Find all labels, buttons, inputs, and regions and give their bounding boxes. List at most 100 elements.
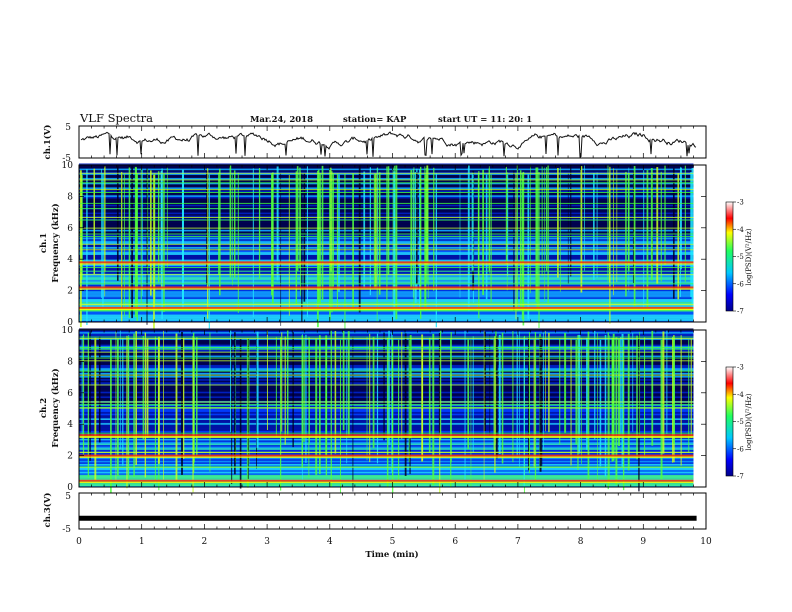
spectrogram-band: [79, 339, 694, 342]
spectrogram-band: [79, 414, 694, 417]
spectrogram-impulse: [229, 165, 232, 278]
spectrogram-impulse: [471, 172, 474, 271]
spectrogram-band: [79, 268, 694, 271]
spectrogram-narrowband: [79, 360, 694, 362]
spectrogram-band: [79, 345, 694, 348]
freq-tick-label: 8: [67, 192, 73, 202]
spectrogram-impulse: [505, 166, 507, 264]
spectrogram-impulse: [100, 168, 102, 298]
spectrogram-impulse: [425, 168, 427, 282]
time-tick-label: 7: [515, 537, 521, 547]
spectrogram-band: [79, 226, 694, 229]
spectrogram-impulse: [428, 337, 431, 453]
spectrogram-narrowband: [79, 267, 694, 269]
spectrogram-impulse: [512, 331, 514, 463]
spectrogram-band: [79, 204, 694, 207]
ch1-spec-xticks: [78, 165, 707, 322]
spectrogram-impulse: [516, 331, 518, 459]
spectrogram-band: [79, 328, 694, 331]
spectrogram-band: [79, 427, 694, 430]
spectrogram-impulse: [432, 333, 435, 486]
spectrogram-impulse: [522, 171, 525, 326]
spectrogram-impulse: [391, 332, 393, 474]
spectrogram-band: [79, 199, 694, 202]
spectrogram-impulse: [219, 168, 221, 296]
spectrogram-band: [79, 241, 694, 244]
spectrogram-band: [79, 284, 694, 287]
spectrogram-strong-line: [79, 454, 694, 457]
spectrogram-impulse: [559, 338, 561, 445]
spectrogram-band: [79, 367, 694, 370]
spectrogram-impulse: [153, 174, 155, 332]
spectrogram-impulse: [301, 172, 303, 322]
ch2-freq-yticks: 0 2 4 6 8 10: [62, 326, 706, 493]
spectrogram-impulse: [501, 332, 504, 464]
spectrogram-narrowband: [79, 182, 694, 184]
spectrogram-band: [79, 458, 694, 461]
spectrogram-impulse: [388, 330, 390, 446]
spectrogram-band: [79, 312, 694, 315]
spectrogram-impulse: [338, 174, 340, 292]
freq-tick-label: 10: [62, 326, 74, 336]
colorbar-tick-label: -5: [737, 418, 744, 426]
spectrogram-band: [79, 439, 694, 442]
spectrogram-impulse: [258, 168, 261, 279]
spectrogram-band: [79, 174, 694, 177]
spectrogram-band: [79, 196, 694, 199]
spectrogram-band: [79, 460, 694, 463]
ch2-spectrogram-panel: 0 2 4 6 8 10 ch.2 Frequency (kHz): [39, 326, 707, 497]
spectrogram-impulse: [128, 167, 131, 318]
spectrogram-band: [79, 348, 694, 351]
spectrogram-impulse: [147, 168, 149, 274]
spectrogram-impulse: [276, 166, 279, 281]
spectrogram-impulse: [352, 336, 354, 492]
spectrogram-impulse: [126, 335, 128, 489]
spectrogram-band: [79, 197, 694, 201]
spectrogram-impulse: [482, 169, 485, 296]
spectrogram-band: [79, 301, 694, 304]
ch2-spectrogram-image: [79, 328, 694, 497]
freq-tick-label: 2: [67, 287, 73, 297]
time-tick-label: 1: [139, 537, 145, 547]
spectrogram-band: [79, 461, 694, 464]
spectrogram-narrowband: [79, 172, 694, 174]
time-tick-label: 2: [202, 537, 208, 547]
spectrogram-impulse: [376, 333, 379, 464]
spectrogram-impulse: [495, 336, 498, 459]
spectrogram-band: [79, 190, 694, 193]
spectrogram-band: [79, 397, 694, 400]
spectrogram-impulse: [131, 165, 134, 319]
spectrogram-band: [79, 391, 694, 394]
spectrogram-impulse: [427, 168, 429, 299]
colorbar-tick-label: -6: [737, 445, 744, 453]
time-tick-label: 9: [640, 537, 646, 547]
spectrogram-impulse: [519, 331, 520, 467]
spectrogram-impulse: [413, 167, 415, 309]
spectrogram-impulse: [102, 173, 104, 307]
ch1-spectrogram-panel: 0 2 4 6 8 10 ch.1 Frequency (kHz): [39, 161, 707, 332]
spectrogram-narrowband: [79, 192, 694, 194]
spectrogram-impulse: [690, 172, 692, 297]
colorbar-tick-label: -3: [737, 199, 744, 207]
spectrogram-impulse: [539, 336, 542, 472]
spectrogram-impulse: [123, 173, 125, 317]
spectrogram-band: [79, 449, 694, 452]
spectrogram-band: [79, 298, 694, 301]
spectrogram-band: [79, 290, 694, 293]
spectrogram-band: [79, 438, 694, 441]
spectrogram-band: [79, 165, 694, 168]
spectrogram-band: [79, 380, 694, 383]
spectrogram-band: [79, 205, 694, 208]
spectrogram-impulse: [299, 167, 301, 269]
ch2-spec-ylabel-frequency: Frequency (kHz): [50, 368, 61, 447]
spectrogram-band: [79, 229, 694, 232]
spectrogram-impulse: [672, 336, 673, 463]
spectrogram-impulse: [141, 169, 143, 297]
spectrogram-impulse: [507, 174, 509, 277]
spectrogram-impulse: [527, 174, 530, 320]
spectrogram-band: [79, 314, 694, 317]
freq-tick-label: 4: [67, 420, 73, 430]
spectrogram-band: [79, 201, 694, 204]
spectrogram-impulse: [281, 332, 283, 432]
spectrogram-impulse: [161, 168, 163, 320]
